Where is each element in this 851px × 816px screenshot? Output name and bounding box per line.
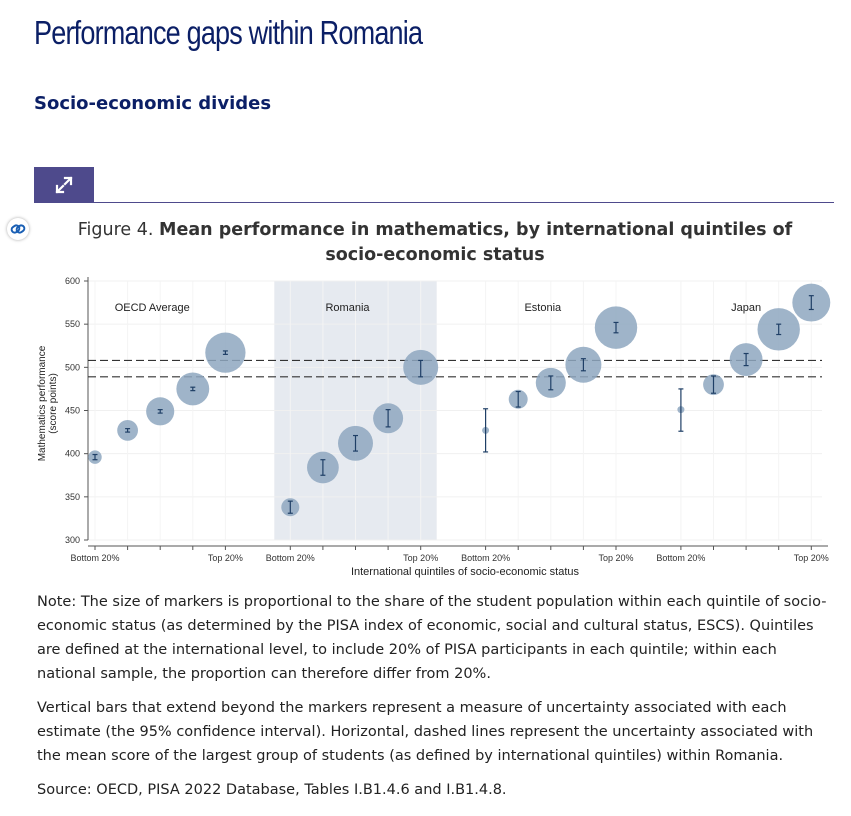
y-tick-label: 400 — [65, 449, 80, 459]
note-paragraph: Note: The size of markers is proportiona… — [37, 594, 827, 682]
y-axis-title: Mathematics performance — [37, 345, 48, 461]
tab-divider — [34, 202, 834, 203]
group-label: Romania — [325, 302, 370, 314]
section-title: Socio-economic divides — [34, 93, 272, 114]
note-paragraph: Vertical bars that extend beyond the mar… — [37, 700, 814, 764]
group-label: OECD Average — [115, 302, 190, 314]
y-tick-label: 600 — [65, 276, 80, 286]
data-marks — [88, 283, 831, 517]
source-paragraph: Source: OECD, PISA 2022 Database, Tables… — [37, 782, 507, 798]
notes: Note: The size of markers is proportiona… — [37, 590, 827, 812]
x-tick-label: Bottom 20% — [461, 553, 510, 563]
y-tick-label: 500 — [65, 362, 80, 372]
page-title: Performance gaps within Romania — [34, 14, 423, 51]
permalink-button[interactable] — [7, 218, 29, 240]
figure-title: Figure 4. Mean performance in mathematic… — [60, 218, 810, 268]
group-label: Japan — [731, 302, 761, 314]
gridlines — [88, 280, 822, 541]
link-icon — [10, 224, 26, 234]
x-tick-label: Bottom 20% — [656, 553, 705, 563]
axes: 300 350 400 450 500 550 600 Bottom 20% Top 20% Bo… — [37, 276, 829, 578]
y-tick-label: 300 — [65, 535, 80, 545]
x-tick-label: Top 20% — [208, 553, 243, 563]
x-tick-label: Top 20% — [598, 553, 633, 563]
group-label: Estonia — [524, 302, 562, 314]
x-tick-label: Bottom 20% — [266, 553, 315, 563]
y-tick-label: 550 — [65, 319, 80, 329]
expand-button[interactable] — [34, 167, 94, 202]
expand-icon — [55, 175, 73, 194]
figure-title-text: Mean performance in mathematics, by inte… — [159, 220, 793, 265]
labels: OECD Average Romania Estonia Japan — [115, 302, 761, 314]
x-axis-title: International quintiles of socio-economi… — [351, 566, 580, 578]
x-tick-label: Top 20% — [403, 553, 438, 563]
x-tick-label: Bottom 20% — [70, 553, 119, 563]
y-tick-label: 350 — [65, 492, 80, 502]
y-axis-title: (score points) — [48, 373, 59, 434]
x-tick-label: Top 20% — [794, 553, 829, 563]
figure-number: Figure 4. — [77, 220, 154, 240]
y-tick-label: 450 — [65, 406, 80, 416]
chart: 300 350 400 450 500 550 600 Bottom 20% Top 20% Bo… — [37, 276, 831, 578]
